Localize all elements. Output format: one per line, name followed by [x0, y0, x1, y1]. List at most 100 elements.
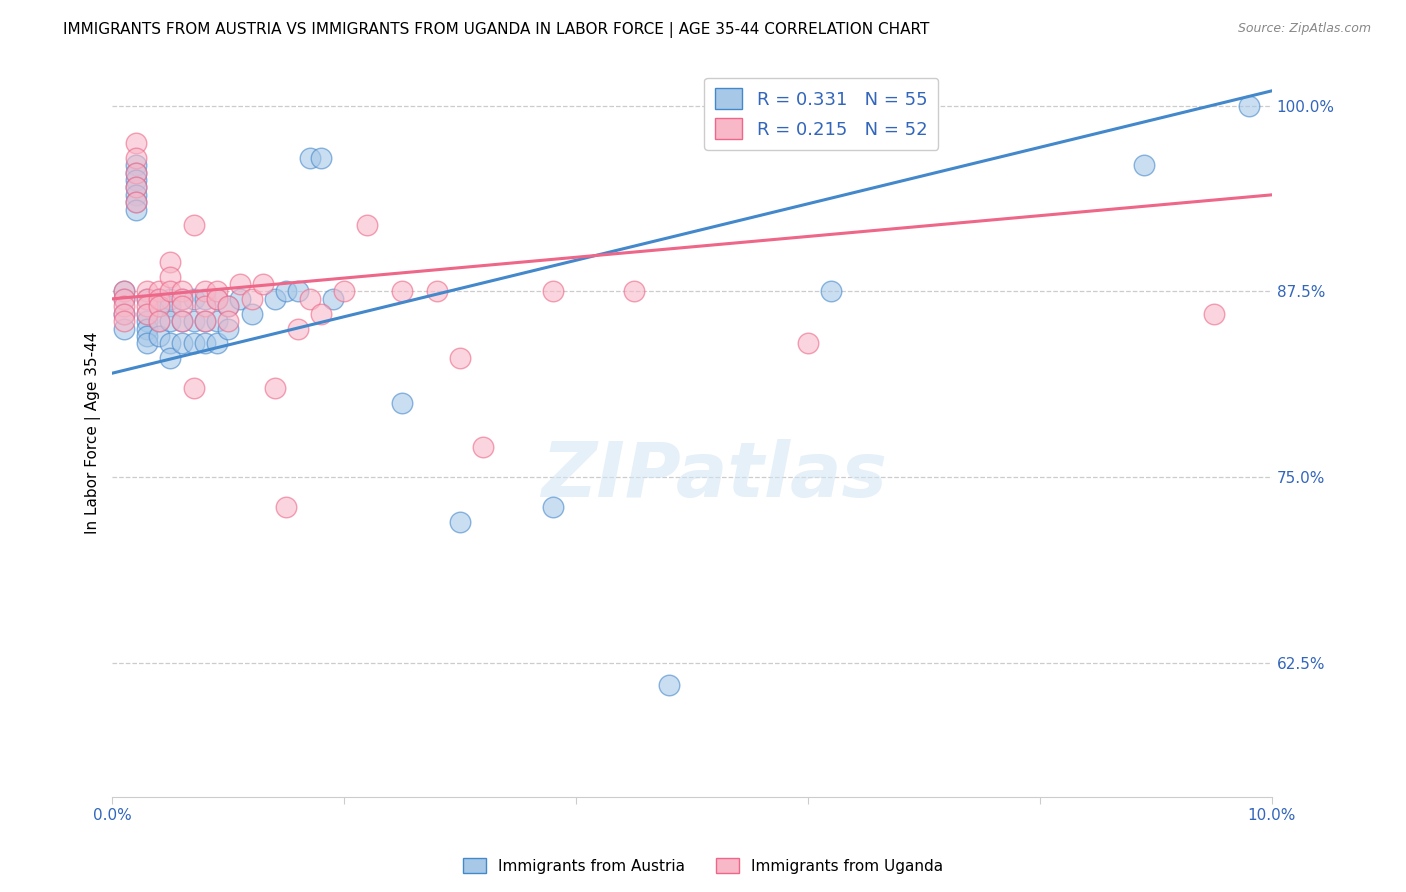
Point	[541, 285, 564, 299]
Point	[356, 218, 378, 232]
Point	[333, 285, 356, 299]
Point	[159, 336, 181, 351]
Point	[309, 151, 332, 165]
Point	[240, 292, 263, 306]
Point	[217, 314, 239, 328]
Point	[298, 292, 321, 306]
Point	[124, 195, 146, 210]
Point	[159, 314, 181, 328]
Point	[136, 329, 159, 343]
Point	[112, 285, 135, 299]
Point	[159, 351, 181, 366]
Point	[159, 299, 181, 313]
Point	[1202, 307, 1225, 321]
Point	[205, 285, 228, 299]
Legend: Immigrants from Austria, Immigrants from Uganda: Immigrants from Austria, Immigrants from…	[457, 852, 949, 880]
Point	[183, 314, 205, 328]
Point	[148, 292, 170, 306]
Point	[1133, 158, 1156, 172]
Point	[205, 336, 228, 351]
Point	[136, 321, 159, 335]
Point	[217, 299, 239, 313]
Point	[124, 180, 146, 194]
Point	[205, 292, 228, 306]
Point	[217, 299, 239, 313]
Point	[148, 329, 170, 343]
Point	[183, 292, 205, 306]
Point	[148, 285, 170, 299]
Point	[136, 292, 159, 306]
Point	[112, 307, 135, 321]
Point	[124, 173, 146, 187]
Point	[136, 336, 159, 351]
Point	[112, 321, 135, 335]
Point	[287, 285, 309, 299]
Text: Source: ZipAtlas.com: Source: ZipAtlas.com	[1237, 22, 1371, 36]
Point	[298, 151, 321, 165]
Point	[322, 292, 344, 306]
Point	[820, 285, 842, 299]
Point	[194, 299, 217, 313]
Y-axis label: In Labor Force | Age 35-44: In Labor Force | Age 35-44	[86, 332, 101, 533]
Point	[148, 292, 170, 306]
Point	[170, 285, 193, 299]
Point	[124, 180, 146, 194]
Point	[159, 292, 181, 306]
Point	[449, 351, 471, 366]
Point	[148, 299, 170, 313]
Point	[170, 292, 193, 306]
Point	[194, 336, 217, 351]
Point	[124, 202, 146, 217]
Point	[217, 321, 239, 335]
Point	[391, 285, 413, 299]
Point	[252, 277, 274, 291]
Point	[124, 151, 146, 165]
Point	[472, 441, 495, 455]
Point	[229, 292, 252, 306]
Point	[159, 269, 181, 284]
Point	[170, 292, 193, 306]
Point	[391, 396, 413, 410]
Point	[658, 678, 681, 692]
Point	[170, 299, 193, 313]
Point	[194, 285, 217, 299]
Point	[541, 500, 564, 514]
Point	[276, 500, 298, 514]
Point	[309, 307, 332, 321]
Point	[112, 292, 135, 306]
Point	[148, 314, 170, 328]
Point	[183, 218, 205, 232]
Text: ZIPatlas: ZIPatlas	[543, 439, 889, 513]
Point	[136, 299, 159, 313]
Point	[276, 285, 298, 299]
Point	[148, 299, 170, 313]
Point	[623, 285, 645, 299]
Point	[426, 285, 449, 299]
Point	[159, 285, 181, 299]
Point	[112, 314, 135, 328]
Point	[124, 158, 146, 172]
Point	[287, 321, 309, 335]
Point	[148, 314, 170, 328]
Point	[159, 254, 181, 268]
Point	[1237, 98, 1260, 112]
Point	[263, 292, 285, 306]
Point	[124, 195, 146, 210]
Point	[205, 314, 228, 328]
Point	[112, 299, 135, 313]
Point	[124, 165, 146, 179]
Point	[183, 381, 205, 395]
Legend: R = 0.331   N = 55, R = 0.215   N = 52: R = 0.331 N = 55, R = 0.215 N = 52	[704, 78, 938, 150]
Point	[136, 292, 159, 306]
Point	[124, 136, 146, 150]
Point	[136, 307, 159, 321]
Point	[170, 314, 193, 328]
Point	[797, 336, 820, 351]
Point	[124, 187, 146, 202]
Point	[170, 314, 193, 328]
Point	[229, 277, 252, 291]
Point	[240, 307, 263, 321]
Point	[136, 285, 159, 299]
Point	[194, 292, 217, 306]
Point	[194, 314, 217, 328]
